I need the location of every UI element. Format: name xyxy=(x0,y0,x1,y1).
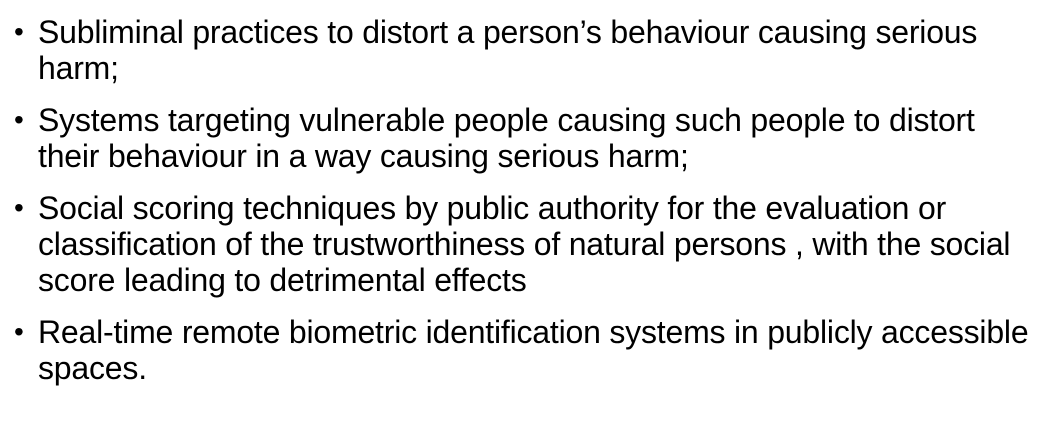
bullet-dot-icon: • xyxy=(14,104,24,135)
bullet-text: Social scoring techniques by public auth… xyxy=(38,190,1011,298)
bullet-item-vulnerable-people: • Systems targeting vulnerable people ca… xyxy=(14,102,1031,174)
bullet-list: • Subliminal practices to distort a pers… xyxy=(14,14,1031,386)
bullet-item-social-scoring: • Social scoring techniques by public au… xyxy=(14,190,1031,298)
bullet-dot-icon: • xyxy=(14,192,24,223)
bullet-item-subliminal-practices: • Subliminal practices to distort a pers… xyxy=(14,14,1031,86)
bullet-item-biometric-identification: • Real-time remote biometric identificat… xyxy=(14,314,1031,386)
bullet-dot-icon: • xyxy=(14,16,24,47)
bullet-dot-icon: • xyxy=(14,316,24,347)
bullet-text: Real-time remote biometric identificatio… xyxy=(38,314,1029,386)
bullet-text: Systems targeting vulnerable people caus… xyxy=(38,102,975,174)
bullet-text: Subliminal practices to distort a person… xyxy=(38,14,978,86)
